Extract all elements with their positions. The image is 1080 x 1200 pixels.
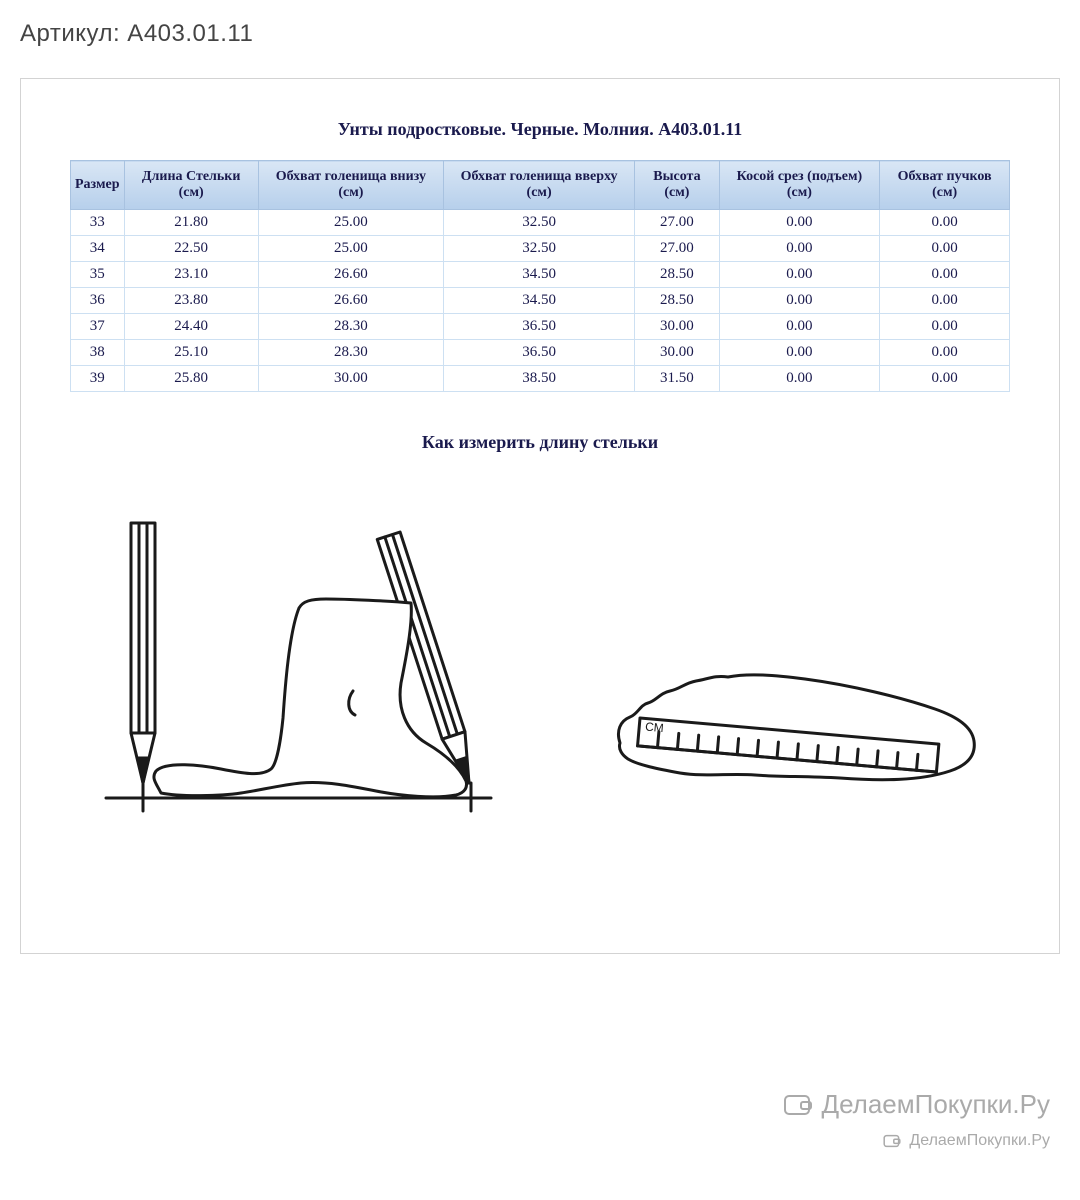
table-cell: 0.00 [880,366,1010,392]
table-cell: 0.00 [880,236,1010,262]
table-cell: 27.00 [635,210,719,236]
watermark-large: ДелаемПокупки.Ру [783,1089,1050,1120]
table-row: 3623.8026.6034.5028.500.000.00 [71,288,1010,314]
table-cell: 34 [71,236,125,262]
table-row: 3825.1028.3036.5030.000.000.00 [71,340,1010,366]
table-cell: 0.00 [719,210,880,236]
watermark-small: ДелаемПокупки.Ру [883,1132,1050,1150]
watermark-small-text: ДелаемПокупки.Ру [909,1132,1050,1150]
table-header-cell: Косой срез (подъем) (см) [719,161,880,210]
table-cell: 0.00 [880,262,1010,288]
table-cell: 0.00 [880,314,1010,340]
table-row: 3321.8025.0032.5027.000.000.00 [71,210,1010,236]
table-cell: 27.00 [635,236,719,262]
table-cell: 37 [71,314,125,340]
table-cell: 28.50 [635,262,719,288]
article-label: Артикул: А403.01.11 [20,20,1060,48]
table-cell: 22.50 [124,236,258,262]
ruler-label: СМ [644,720,664,736]
size-table: РазмерДлина Стельки (см)Обхват голенища … [70,160,1010,392]
table-row: 3422.5025.0032.5027.000.000.00 [71,236,1010,262]
table-row: 3925.8030.0038.5031.500.000.00 [71,366,1010,392]
table-cell: 23.80 [124,288,258,314]
table-cell: 30.00 [258,366,443,392]
table-header-cell: Размер [71,161,125,210]
table-cell: 34.50 [443,288,634,314]
table-cell: 30.00 [635,314,719,340]
table-cell: 36.50 [443,340,634,366]
table-row: 3724.4028.3036.5030.000.000.00 [71,314,1010,340]
table-cell: 33 [71,210,125,236]
table-row: 3523.1026.6034.5028.500.000.00 [71,262,1010,288]
table-cell: 25.80 [124,366,258,392]
table-cell: 28.30 [258,314,443,340]
table-cell: 34.50 [443,262,634,288]
table-cell: 36 [71,288,125,314]
table-cell: 23.10 [124,262,258,288]
table-cell: 0.00 [719,340,880,366]
table-cell: 25.00 [258,236,443,262]
table-cell: 0.00 [719,314,880,340]
table-header-cell: Обхват голенища вверху (см) [443,161,634,210]
table-cell: 24.40 [124,314,258,340]
table-cell: 0.00 [880,210,1010,236]
table-cell: 38 [71,340,125,366]
table-cell: 35 [71,262,125,288]
table-cell: 30.00 [635,340,719,366]
table-cell: 25.10 [124,340,258,366]
content-card: Унты подростковые. Черные. Молния. А403.… [20,78,1060,954]
table-cell: 25.00 [258,210,443,236]
table-header-cell: Обхват пучков (см) [880,161,1010,210]
table-header-cell: Длина Стельки (см) [124,161,258,210]
table-cell: 0.00 [719,262,880,288]
table-cell: 38.50 [443,366,634,392]
table-cell: 0.00 [880,340,1010,366]
table-cell: 0.00 [719,236,880,262]
foot-side-diagram [61,483,520,833]
table-header: РазмерДлина Стельки (см)Обхват голенища … [71,161,1010,210]
wallet-icon [783,1092,813,1118]
table-body: 3321.8025.0032.5027.000.000.003422.5025.… [71,210,1010,392]
table-cell: 21.80 [124,210,258,236]
table-cell: 32.50 [443,210,634,236]
table-cell: 32.50 [443,236,634,262]
table-cell: 31.50 [635,366,719,392]
table-header-cell: Обхват голенища внизу (см) [258,161,443,210]
table-cell: 36.50 [443,314,634,340]
table-cell: 26.60 [258,262,443,288]
table-cell: 0.00 [719,366,880,392]
table-cell: 0.00 [880,288,1010,314]
diagram-row: СМ [41,483,1039,833]
table-cell: 28.50 [635,288,719,314]
table-header-cell: Высота (см) [635,161,719,210]
wallet-icon [883,1133,901,1149]
subtitle-how-to-measure: Как измерить длину стельки [41,432,1039,453]
table-cell: 28.30 [258,340,443,366]
table-cell: 0.00 [719,288,880,314]
table-cell: 39 [71,366,125,392]
table-title: Унты подростковые. Черные. Молния. А403.… [41,119,1039,140]
footprint-ruler-diagram: СМ [560,613,1019,833]
watermark-large-text: ДелаемПокупки.Ру [821,1089,1050,1120]
table-cell: 26.60 [258,288,443,314]
